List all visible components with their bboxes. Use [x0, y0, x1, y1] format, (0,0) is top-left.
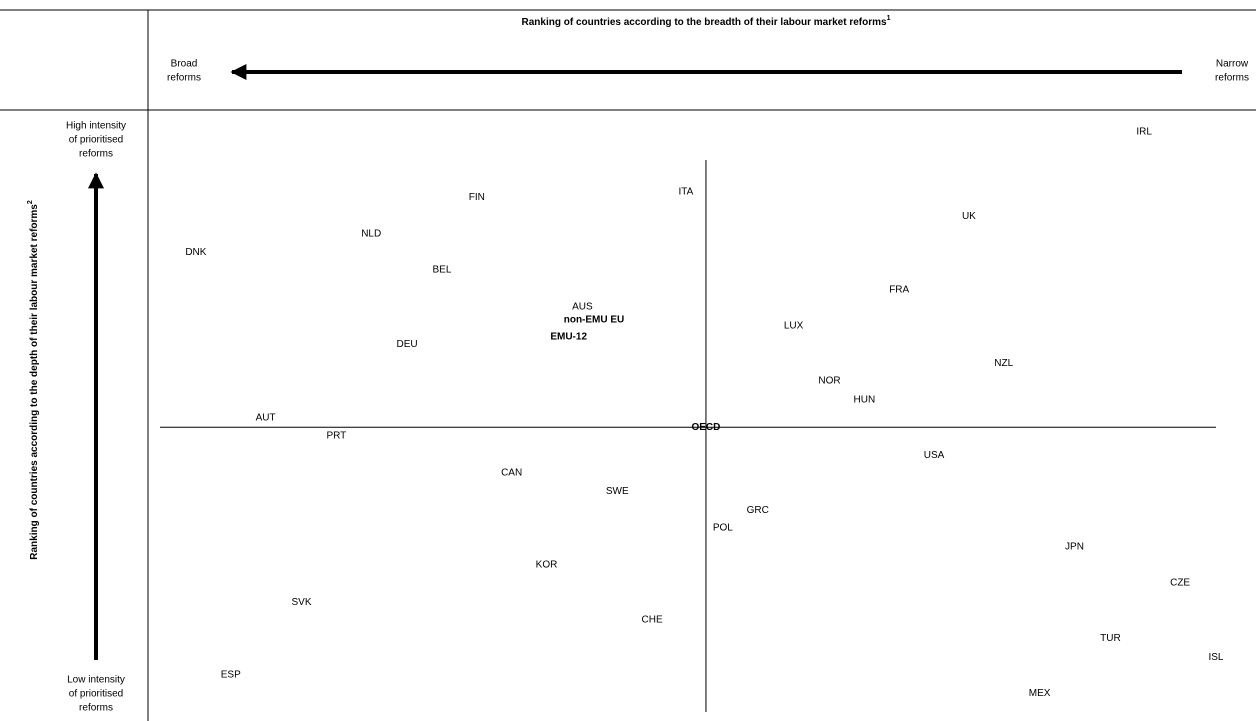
country-label: OECD — [691, 422, 720, 433]
country-label: DNK — [185, 247, 206, 258]
country-label: AUS — [572, 302, 593, 313]
country-label: KOR — [536, 560, 558, 571]
axis-label: reforms — [167, 73, 201, 84]
country-label: FIN — [469, 192, 485, 203]
axis-label: reforms — [79, 149, 113, 160]
axis-label: Narrow — [1216, 59, 1249, 70]
country-label: POL — [713, 522, 733, 533]
country-label: IRL — [1136, 127, 1152, 138]
chart-title: Ranking of countries according to the br… — [522, 15, 891, 28]
country-label: LUX — [784, 321, 804, 332]
country-label: BEL — [432, 264, 451, 275]
axis-label: High intensity — [66, 121, 126, 132]
country-label: non-EMU EU — [564, 314, 625, 325]
country-label: TUR — [1100, 633, 1121, 644]
country-label: ITA — [678, 186, 693, 197]
country-label: CZE — [1170, 577, 1190, 588]
country-label: UK — [962, 211, 976, 222]
country-label: CAN — [501, 468, 522, 479]
country-label: MEX — [1029, 688, 1051, 699]
axis-label: of prioritised — [69, 689, 123, 700]
country-label: AUT — [256, 413, 276, 424]
country-label: JPN — [1065, 541, 1084, 552]
axis-label: of prioritised — [69, 135, 123, 146]
y-axis-title: Ranking of countries according to the de… — [27, 200, 40, 560]
country-label: DEU — [397, 339, 418, 350]
country-label: ESP — [221, 670, 241, 681]
country-label: CHE — [642, 615, 663, 626]
country-label: SVK — [291, 597, 311, 608]
country-label: PRT — [326, 430, 346, 441]
country-label: NZL — [994, 358, 1013, 369]
country-label: ISL — [1208, 652, 1223, 663]
country-label: FRA — [889, 285, 909, 296]
country-label: NLD — [361, 228, 381, 239]
axis-label: Low intensity — [67, 675, 125, 686]
axis-label: Broad — [171, 59, 198, 70]
axis-label: reforms — [1215, 73, 1249, 84]
country-label: SWE — [606, 486, 629, 497]
country-label: NOR — [818, 375, 840, 386]
country-label: EMU-12 — [550, 332, 587, 343]
country-label: HUN — [854, 394, 876, 405]
country-label: USA — [924, 450, 945, 461]
axis-label: reforms — [79, 703, 113, 714]
country-label: GRC — [747, 505, 769, 516]
